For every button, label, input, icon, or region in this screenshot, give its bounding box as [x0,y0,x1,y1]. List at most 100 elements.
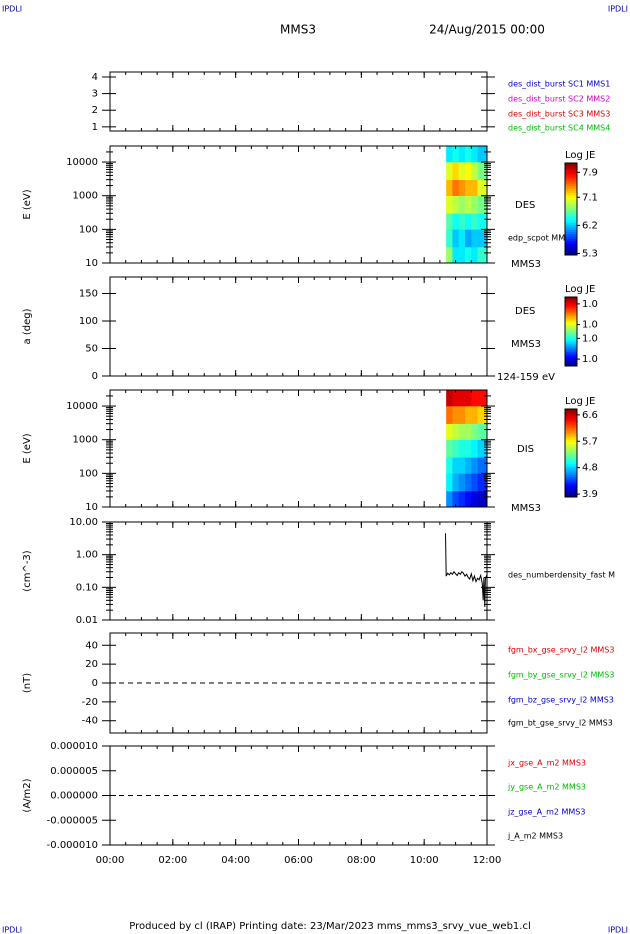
heatmap-cell [452,457,460,474]
colorbar-strip [565,479,577,483]
colorbar-strip [565,302,577,305]
colorbar-strip [565,211,577,215]
heatmap-cell [471,390,478,407]
heatmap-cell [452,390,460,407]
y-tick-label: 3 [92,89,98,100]
heatmap-cell [446,229,453,248]
colorbar-tick-label: 1.0 [582,320,598,331]
colorbar-strip [565,426,577,430]
colorbar-strip [565,227,577,231]
colorbar-strip [565,245,577,249]
y-axis-label: (nT) [22,673,33,693]
colorbar-strip [565,241,577,244]
heatmap-cell [458,406,466,424]
colorbar-strip [565,190,577,194]
y-tick-label: 1.00 [76,550,98,561]
heatmap-cell [471,473,478,492]
heatmap-cell [446,490,453,508]
data-line [445,533,488,608]
colorbar-strip [565,179,577,182]
heatmap-cell [458,213,466,230]
colorbar-strip [565,459,577,463]
heatmap-cell [452,490,460,508]
colorbar-strip [565,340,577,343]
colorbar-strip [565,466,577,469]
heatmap-cell [446,195,453,214]
colorbar-strip [565,437,577,441]
colorbar-strip [565,472,577,476]
colorbar-strip [565,364,577,367]
colorbar-strip [565,314,577,317]
colorbar-strip [565,192,577,196]
colorbar-strip [565,169,577,173]
corner-mark: IPDLI [608,5,628,14]
colorbar-strip [565,252,577,256]
colorbar-strip [565,409,577,412]
heatmap-cell [471,246,478,264]
colorbar-strip [565,417,577,421]
colorbar-strip [565,215,577,219]
x-tick-label: 00:00 [96,855,125,866]
colorbar-strip [565,163,577,166]
colorbar-strip [565,202,577,205]
corner-mark: IPDLI [2,926,22,934]
x-tick-label: 02:00 [158,855,187,866]
corner-mark: IPDLI [608,926,628,934]
heatmap-cell [477,195,488,214]
heatmap-cell [458,423,466,441]
colorbar-strip [565,455,577,458]
x-tick-label: 06:00 [284,855,313,866]
y-tick-label: 0.000005 [50,766,98,777]
colorbar-strip [565,481,577,485]
colorbar-strip [565,348,577,351]
y-tick-label: -20 [82,697,98,708]
y-tick-label: 4 [92,72,98,83]
colorbar-strip [565,315,577,319]
heatmap-cell [465,246,472,264]
heatmap-cell [477,146,488,163]
heatmap-cell [465,229,472,248]
heatmap-cell [446,179,453,197]
heatmap-cell [458,490,466,508]
y-tick-label: 0.10 [76,582,98,593]
heatmap-cell [458,179,466,197]
colorbar-strip [565,248,577,251]
title: MMS3 [280,23,316,37]
colorbar-strip [565,360,577,364]
y-tick-label: 1 [92,122,98,133]
heatmap-cell [471,146,478,163]
colorbar-title: Log JE [565,396,595,407]
heatmap-cell [471,423,478,441]
colorbar-strip [565,433,577,436]
heatmap-cell [458,473,466,492]
heatmap-cell [465,162,472,180]
date: 24/Aug/2015 00:00 [429,23,545,37]
colorbar-strip [565,488,577,491]
x-tick-label: 10:00 [410,855,439,866]
colorbar-strip [565,492,577,496]
heatmap-cell [471,195,478,214]
colorbar-strip [565,172,577,175]
y-axis-label: E (eV) [22,189,33,219]
y-tick-label: 150 [79,289,98,300]
heatmap-cell [477,246,488,264]
colorbar-strip [565,213,577,217]
y-tick-label: 50 [85,344,98,355]
y-tick-label: 20 [85,659,98,670]
heatmap-cell [446,406,453,424]
colorbar-strip [565,243,577,247]
colorbar-strip [565,326,577,329]
annotation: DES [515,200,535,211]
heatmap-cell [452,473,460,492]
heatmap-cell [471,490,478,508]
colorbar-strip [565,483,577,487]
heatmap-cell [465,473,472,492]
heatmap-cell [446,162,453,180]
y-axis-label: (cm^-3) [22,550,33,591]
annotation: edp_scpot MMS3 [508,234,575,243]
colorbar-strip [565,204,577,208]
corner-mark: IPDLI [2,5,22,14]
heatmap-cell [477,457,488,474]
heatmap-cell [477,473,488,492]
